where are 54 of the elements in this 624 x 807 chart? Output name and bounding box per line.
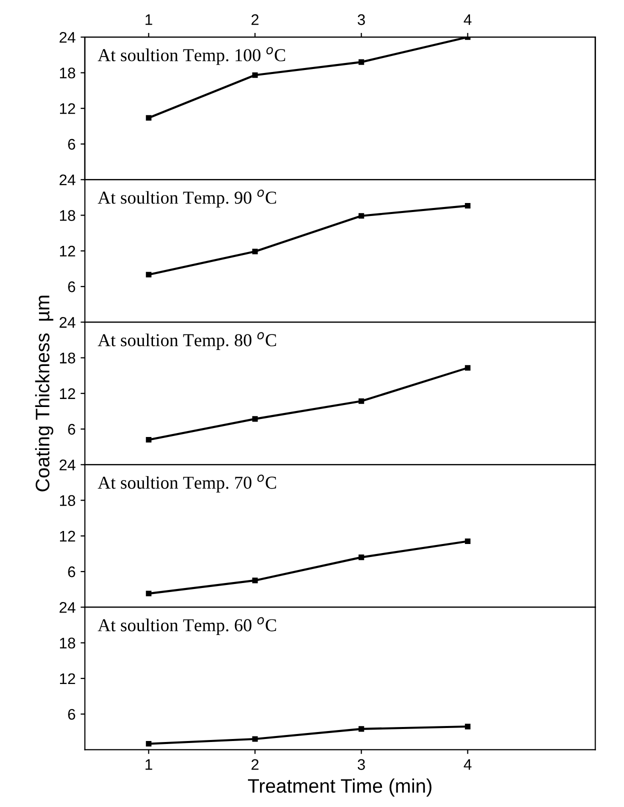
- y-tick-label: 18: [60, 638, 76, 648]
- x-tick-label: 2: [252, 759, 258, 770]
- point: [358, 554, 364, 560]
- y-tick-label: 6: [68, 424, 76, 435]
- point: [358, 59, 364, 65]
- text: At soultion Temp. 60 $^{o}$C: [98, 617, 276, 635]
- y-tick-label: 24: [60, 174, 76, 186]
- x-tick-label: 4: [464, 759, 472, 770]
- point: [358, 398, 364, 404]
- text: At soultion Temp. 70 $^{o}$C: [98, 474, 276, 492]
- y-tick-label: 18: [60, 68, 76, 78]
- y-tick-label: 18: [60, 495, 76, 506]
- y-tick-label: 18: [60, 210, 76, 221]
- x2-tick-label: 1: [146, 14, 152, 25]
- y-tick-label: 12: [60, 246, 76, 256]
- text: At soultion Temp. 100 $^{o}$C: [98, 47, 286, 65]
- x-tick-label: 1: [146, 759, 152, 770]
- point: [146, 272, 152, 278]
- point: [464, 724, 470, 730]
- y-tick-label: 18: [60, 352, 76, 364]
- point: [146, 590, 152, 596]
- x2-tick-label: 2: [252, 14, 258, 25]
- text: At soultion Temp. 80 $^{o}$C: [98, 332, 276, 350]
- x2-tick-label: 4: [464, 14, 472, 25]
- text: At soultion Temp. 90 $^{o}$C: [98, 190, 276, 208]
- point: [146, 115, 152, 121]
- y-tick-label: 12: [60, 388, 76, 399]
- y-axis-title: Coating Thickness µm: [35, 296, 54, 492]
- y-tick-label: 6: [68, 138, 76, 150]
- y-tick-label: 24: [60, 460, 76, 470]
- point: [146, 740, 152, 747]
- x-axis-title: Treatment Time (min): [248, 778, 432, 797]
- y-tick-label: 6: [68, 708, 76, 720]
- point: [464, 538, 470, 544]
- x2-tick-label: 3: [358, 14, 365, 26]
- point: [252, 248, 258, 254]
- point: [358, 213, 364, 219]
- y-tick-label: 6: [68, 566, 76, 578]
- y-tick-label: 24: [60, 32, 76, 43]
- y-tick-label: 24: [60, 602, 76, 613]
- point: [146, 436, 152, 443]
- point: [252, 416, 258, 422]
- point: [252, 578, 258, 584]
- point: [464, 365, 470, 371]
- point: [464, 202, 470, 209]
- point: [358, 726, 364, 732]
- y-tick-label: 12: [60, 530, 76, 542]
- y-tick-label: 12: [60, 103, 76, 114]
- y-tick-label: 12: [60, 673, 76, 684]
- point: [252, 72, 258, 78]
- y-tick-label: 6: [68, 281, 76, 292]
- x-tick-label: 3: [358, 759, 365, 770]
- y-tick-label: 24: [60, 317, 76, 328]
- point: [252, 736, 258, 742]
